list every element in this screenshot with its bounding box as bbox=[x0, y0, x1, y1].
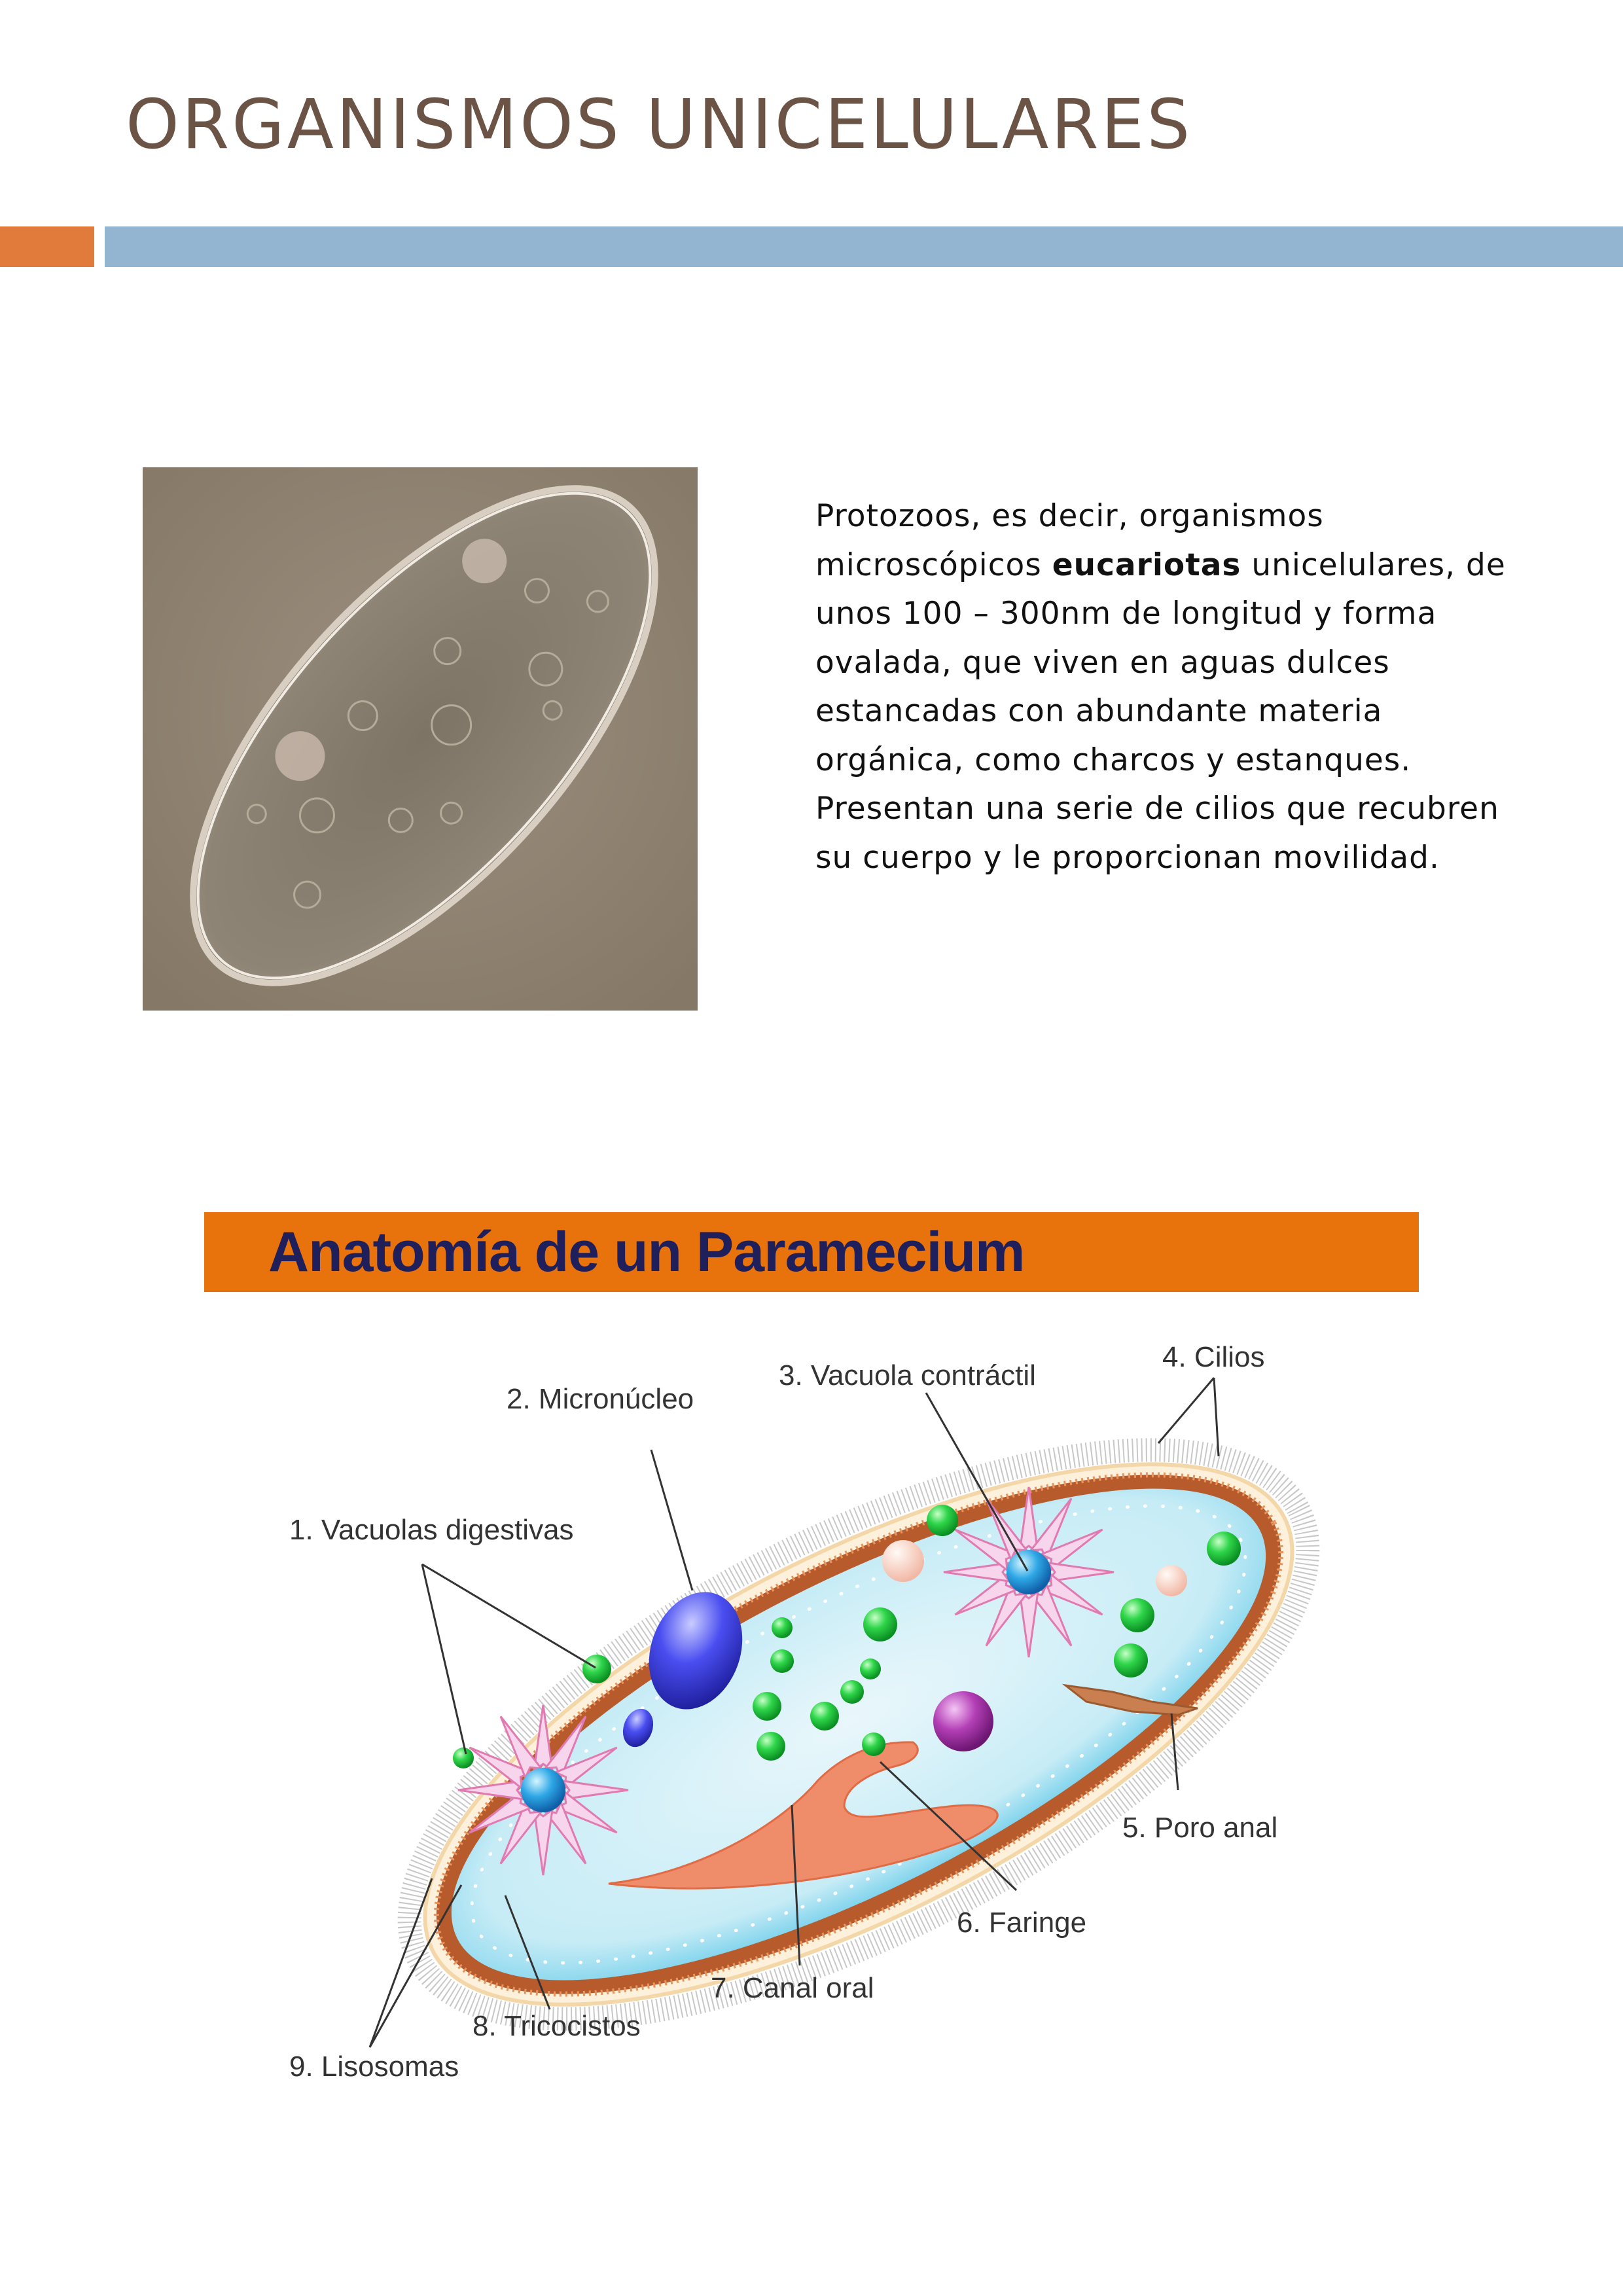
diagram-title: Anatomía de un Paramecium bbox=[268, 1221, 1025, 1283]
header-bar-accent bbox=[0, 226, 94, 267]
intro-paragraph: Protozoos, es decir, organismos microscó… bbox=[815, 492, 1535, 882]
label-lisosomas: 9. Lisosomas bbox=[289, 2051, 459, 2083]
intro-text-start: Protozoos, es decir, organismos microscó… bbox=[815, 498, 1324, 583]
leader-lines bbox=[368, 1377, 1220, 2048]
contractile-vacuole-left bbox=[457, 1704, 629, 1876]
label-cilios: 4. Cilios bbox=[1162, 1341, 1265, 1373]
page-title: ORGANISMOS UNICELULARES bbox=[126, 84, 1193, 164]
cell-body bbox=[397, 1438, 1320, 2031]
label-vacuola-contractil: 3. Vacuola contráctil bbox=[779, 1359, 1036, 1391]
contractile-vacuole-right bbox=[943, 1486, 1115, 1658]
digestive-vacuoles bbox=[453, 1505, 1241, 1768]
label-micronucleo: 2. Micronúcleo bbox=[507, 1383, 694, 1415]
diagram-banner bbox=[204, 1212, 1419, 1292]
micronucleus bbox=[622, 1708, 654, 1748]
label-canal-oral: 7. Canal oral bbox=[711, 1972, 874, 2004]
paramecium-micrograph bbox=[143, 467, 698, 1011]
header-bar bbox=[105, 226, 1623, 267]
label-faringe: 6. Faringe bbox=[957, 1907, 1086, 1939]
label-vacuolas-digestivas: 1. Vacuolas digestivas bbox=[289, 1514, 574, 1546]
intro-text-rest: unicelulares, de unos 100 – 300nm de lon… bbox=[815, 547, 1506, 876]
macronucleus bbox=[649, 1592, 743, 1710]
intro-bold-term: eucariotas bbox=[1052, 547, 1241, 583]
paramecium-diagram: 1. Vacuolas digestivas 2. Micronúcleo 3.… bbox=[289, 1341, 1320, 2083]
food-vacuole-purple bbox=[933, 1691, 993, 1751]
label-poro-anal: 5. Poro anal bbox=[1122, 1812, 1277, 1844]
label-tricocistos: 8. Tricocistos bbox=[473, 2010, 641, 2042]
